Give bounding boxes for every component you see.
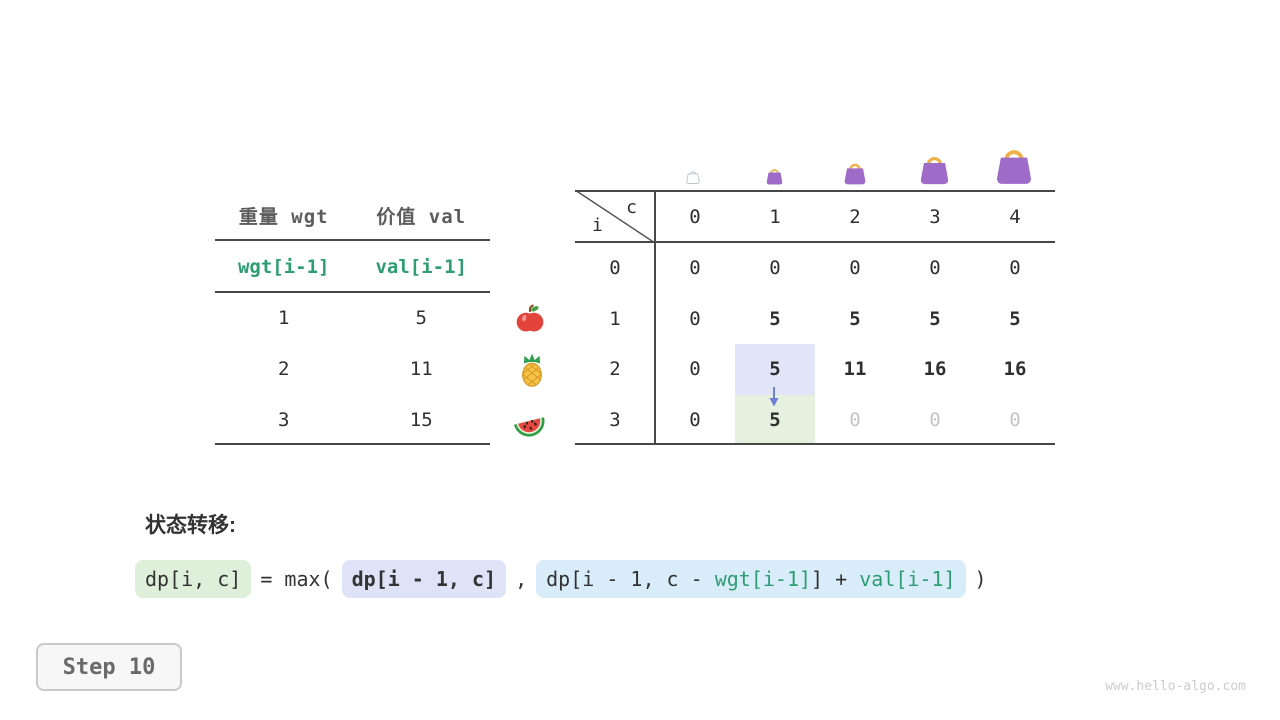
dp-cell: 0 [689,307,701,330]
bag-icon-capacity-1 [764,164,785,185]
take-term-mid: ] + [811,567,860,591]
dp-cell: 5 [929,307,941,330]
divider [215,443,490,445]
dp-cell: 16 [923,358,947,381]
dp-cell-source-highlight: 5 [735,344,815,395]
dp-cell: 0 [849,257,861,280]
dp-row-header: 0 [609,257,621,280]
dp-cell: 0 [769,257,781,280]
dp-cell: 11 [843,358,867,381]
transition-formula: dp[i, c] = max( dp[i - 1, c] , dp[i - 1,… [135,560,987,598]
bag-icon-capacity-4 [991,139,1037,185]
dp-cell: 0 [689,358,701,381]
transition-arrow-icon [766,386,782,408]
take-term-wgt: wgt[i-1] [714,567,812,591]
dp-col-header: 1 [769,205,781,228]
formula-lhs-chip: dp[i, c] [135,560,252,598]
dp-cell: 5 [1009,307,1021,330]
divider [575,443,1055,445]
dp-cell: 0 [689,257,701,280]
step-badge: Step 10 [36,643,182,691]
dp-cell: 0 [689,408,701,431]
dp-row-header: 2 [609,358,621,381]
item-wgt-value: 2 [278,357,290,380]
item-table: 重量 wgt 价值 val wgt[i-1] val[i-1] 1 5 2 11… [215,190,490,445]
take-term-val: val[i-1] [859,567,956,591]
bag-icon-capacity-0 [685,167,701,184]
item-table-header-wgt: 重量 wgt [238,205,329,228]
dp-col-variable: c [626,197,637,218]
dp-corner-cell: c i [575,190,655,243]
dp-cell: 0 [1009,257,1021,280]
divider [215,291,490,293]
item-val-value: 15 [409,408,433,431]
item-val-value: 5 [415,307,427,330]
formula-close-paren: ) [974,567,987,591]
divider [654,190,656,445]
formula-comma: , [515,567,528,591]
item-val-value: 11 [409,357,433,380]
dp-col-header: 3 [929,205,941,228]
dp-row-variable: i [592,215,603,236]
item-wgt-value: 3 [278,408,290,431]
dp-table: c i 0 1 2 3 4 0 0 0 0 0 0 1 0 5 5 5 5 2 … [575,190,1055,445]
divider [215,239,490,241]
pineapple-icon [515,353,549,388]
watermark: www.hello-algo.com [1105,679,1246,694]
dp-cell: 5 [849,307,861,330]
apple-icon [514,303,546,335]
formula-equals-max: = max( [260,567,333,591]
dp-cell: 0 [929,257,941,280]
dp-col-header: 2 [849,205,861,228]
dp-cell: 0 [849,408,861,431]
dp-row-header: 1 [609,307,621,330]
take-term-prefix: dp[i - 1, c - [546,567,715,591]
dp-cell: 5 [769,307,781,330]
dp-cell: 16 [1003,358,1027,381]
item-wgt-value: 1 [278,307,290,330]
item-table-index-wgt: wgt[i-1] [237,255,330,278]
watermelon-icon [511,404,548,440]
dp-cell: 0 [929,408,941,431]
dp-row-header: 3 [609,408,621,431]
divider [575,241,1055,243]
bag-icon-capacity-2 [841,157,869,185]
dp-cell: 0 [1009,408,1021,431]
transition-label: 状态转移: [145,514,236,537]
bag-icon-capacity-3 [916,148,953,185]
formula-keep-term-chip: dp[i - 1, c] [341,560,507,598]
item-table-index-val: val[i-1] [375,255,467,278]
dp-col-header: 0 [689,205,701,228]
item-table-header-val: 价值 val [376,205,467,228]
dp-col-header: 4 [1009,205,1021,228]
formula-take-term-chip: dp[i - 1, c - wgt[i-1]] + val[i-1] [536,560,966,598]
divider [575,190,1055,192]
